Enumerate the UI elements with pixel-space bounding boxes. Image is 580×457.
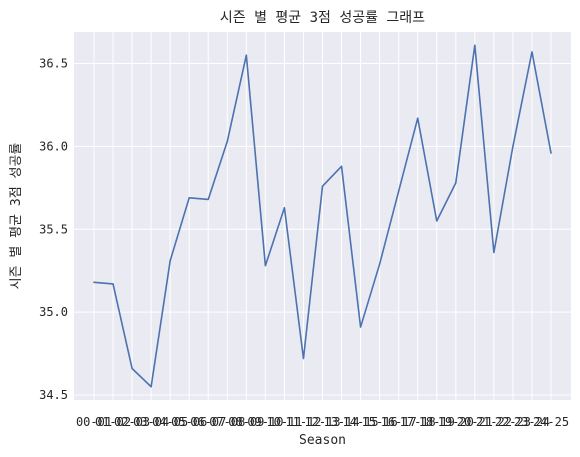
x-axis-label: Season — [299, 433, 346, 448]
x-tick-label: 16-17 — [381, 415, 417, 429]
chart-title: 시즌 별 평균 3점 성공률 그래프 — [220, 10, 425, 26]
x-tick-label: 21-22 — [476, 415, 512, 429]
x-tick-label: 13-14 — [323, 415, 359, 429]
x-tick-label: 17-18 — [400, 415, 436, 429]
y-tick-label: 36.0 — [39, 139, 68, 153]
x-tick-label: 08-09 — [228, 415, 264, 429]
x-tick-label: 23-24 — [514, 415, 550, 429]
series-layer — [93, 44, 552, 388]
grid — [74, 32, 571, 400]
x-tick-label: 06-07 — [190, 415, 226, 429]
y-axis-label: 시즌 별 평균 3점 성공률 — [9, 143, 24, 290]
x-tick-label: 11-12 — [285, 415, 321, 429]
y-tick-label: 34.5 — [39, 388, 68, 402]
x-tick-label: 00-01 — [76, 415, 112, 429]
x-tick-label: 02-03 — [114, 415, 150, 429]
y-tick-label: 36.5 — [39, 56, 68, 70]
x-tick-label: 19-20 — [438, 415, 474, 429]
x-tick-label: 22-23 — [495, 415, 531, 429]
x-tick-label: 24-25 — [533, 415, 569, 429]
x-tick-label: 18-19 — [419, 415, 455, 429]
x-tick-label: 10-11 — [266, 415, 302, 429]
x-tick-label: 04-05 — [152, 415, 188, 429]
y-tick-label: 35.0 — [39, 305, 68, 319]
x-tick-label: 12-13 — [304, 415, 340, 429]
y-axis-ticks: 34.5 35.0 35.5 36.0 36.5 — [39, 56, 68, 402]
x-tick-label: 09-10 — [247, 415, 283, 429]
x-tick-label: 20-21 — [457, 415, 493, 429]
y-tick-label: 35.5 — [39, 222, 68, 236]
x-axis-ticks: 00-0101-0202-0303-0404-0505-0606-0707-08… — [76, 415, 569, 429]
x-tick-label: 03-04 — [133, 415, 169, 429]
x-tick-label: 14-15 — [343, 415, 379, 429]
x-tick-label: 15-16 — [362, 415, 398, 429]
x-tick-label: 01-02 — [95, 415, 131, 429]
x-tick-label: 07-08 — [209, 415, 245, 429]
x-tick-label: 05-06 — [171, 415, 207, 429]
